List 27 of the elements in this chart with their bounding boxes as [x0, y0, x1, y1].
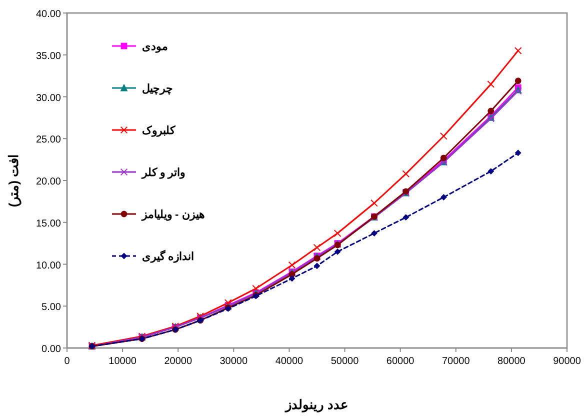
x-tick-label: 20000 [164, 356, 192, 367]
x-axis-title: عدد رینولدز [284, 397, 348, 413]
x-tick-label: 50000 [330, 356, 360, 367]
legend-label: کلبروک [142, 125, 176, 137]
y-tick-label: 40.00 [36, 9, 62, 20]
y-tick-label: 30.00 [36, 92, 62, 104]
x-tick-label: 80000 [498, 356, 526, 367]
y-tick-label: 15.00 [36, 218, 62, 230]
legend-label: اندازه گیری [142, 249, 194, 263]
x-tick-label: 40000 [275, 356, 304, 367]
legend-label: هیزن - ویلیامز [141, 209, 205, 221]
y-tick-label: 25.00 [36, 134, 62, 146]
y-axis-title: افت (متر) [6, 154, 22, 208]
y-tick-label: 0.00 [42, 344, 62, 355]
x-tick-label: 70000 [442, 356, 470, 367]
legend-label: مودی [142, 41, 168, 53]
y-tick-label: 10.00 [36, 260, 62, 272]
x-tick-label: 0 [64, 356, 70, 367]
legend-label: چرچیل [142, 83, 173, 95]
y-tick-label: 5.00 [42, 302, 62, 314]
y-tick-label: 35.00 [36, 50, 62, 62]
x-tick-label: 10000 [108, 356, 137, 367]
x-tick-label: 30000 [220, 356, 248, 367]
x-tick-label: 60000 [386, 356, 415, 367]
legend-label: واتر و کلر [141, 167, 186, 179]
x-tick-label: 90000 [553, 356, 582, 367]
y-tick-label: 20.00 [36, 176, 62, 188]
